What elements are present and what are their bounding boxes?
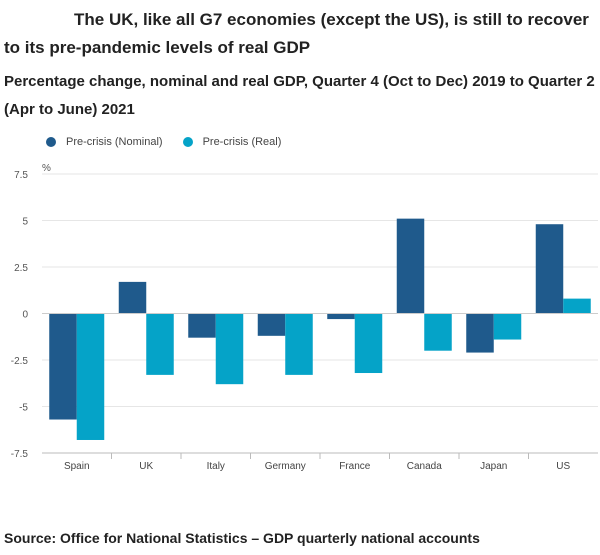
bar-real	[76, 313, 105, 440]
bar-real	[354, 313, 383, 374]
x-tick-label: Germany	[265, 461, 306, 472]
bar-nominal	[327, 313, 355, 320]
y-tick-label: 0	[22, 310, 28, 321]
bar-real	[285, 313, 313, 375]
source-note: Source: Office for National Statistics –…	[4, 530, 480, 546]
legend-swatch-nominal	[46, 137, 56, 147]
legend-swatch-real	[182, 137, 193, 147]
bar-real	[146, 313, 174, 375]
bar-nominal	[257, 313, 286, 336]
chart-title: The UK, like all G7 economies (except th…	[4, 10, 589, 57]
y-tick-label: -2.5	[11, 356, 29, 367]
chart-subtitle: Percentage change, nominal and real GDP,…	[4, 73, 595, 118]
y-tick-label: 7.5	[14, 170, 28, 181]
y-tick-label: 2.5	[14, 263, 28, 274]
x-tick-label: Canada	[407, 461, 442, 472]
x-tick-label: Italy	[207, 461, 225, 472]
y-unit-label: %	[42, 163, 51, 174]
x-tick-label: US	[556, 461, 570, 472]
legend-item-real: Pre-crisis (Real)	[182, 136, 282, 148]
x-tick-label: France	[339, 461, 371, 472]
legend: Pre-crisis (Nominal) Pre-crisis (Real)	[46, 136, 301, 148]
bar-real	[424, 313, 452, 351]
bar-nominal	[49, 313, 77, 420]
legend-label-real: Pre-crisis (Real)	[202, 136, 282, 148]
x-tick-label: UK	[139, 461, 153, 472]
bar-real	[493, 313, 522, 340]
legend-label-nominal: Pre-crisis (Nominal)	[66, 136, 163, 148]
bar-real	[215, 313, 244, 385]
bar-nominal	[396, 218, 425, 314]
bar-nominal	[188, 313, 216, 338]
y-tick-label: -5	[19, 403, 28, 414]
y-tick-label: 5	[22, 217, 28, 228]
y-tick-label: -7.5	[11, 449, 29, 460]
x-tick-label: Japan	[480, 461, 507, 472]
bar-real	[563, 298, 591, 314]
bar-nominal	[466, 313, 494, 353]
legend-item-nominal: Pre-crisis (Nominal)	[46, 136, 163, 148]
bar-chart: 7.5 5 2.5 0 -2.5 -5 -7.5% Spain UK Italy Germany Fr…	[11, 163, 598, 472]
x-tick-label: Spain	[64, 461, 90, 472]
bar-nominal	[535, 224, 564, 314]
bar-nominal	[118, 281, 147, 314]
